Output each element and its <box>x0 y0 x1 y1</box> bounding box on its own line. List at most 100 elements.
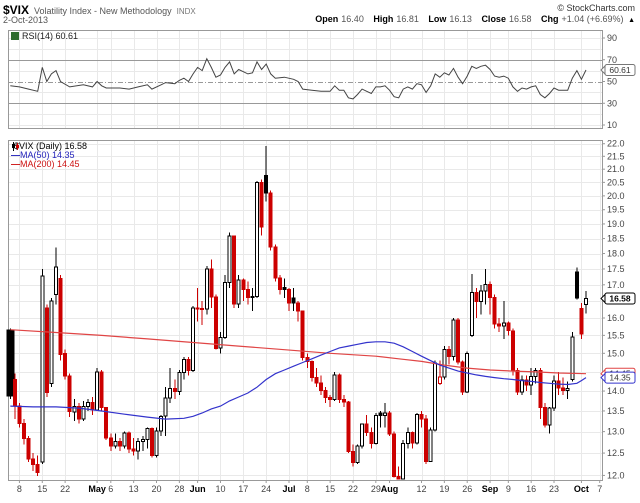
candle <box>264 145 269 202</box>
exchange-label: INDX <box>176 7 196 16</box>
indicator-icon <box>11 32 19 40</box>
ma50-line <box>10 341 587 420</box>
candle <box>72 398 77 422</box>
candle <box>319 375 323 395</box>
candle <box>67 373 72 418</box>
price-axis-label: 19.5 <box>607 205 625 215</box>
day-axis-label: 12 <box>417 484 427 494</box>
date-label: 2-Oct-2013 <box>3 15 49 25</box>
candle <box>6 328 15 399</box>
day-axis-label: 19 <box>439 484 449 494</box>
candle <box>469 273 474 338</box>
rsi-axis-label: 90 <box>607 33 617 43</box>
price-value-box: 16.58 <box>600 292 636 305</box>
candle <box>433 360 438 432</box>
day-axis-label: 7 <box>597 484 602 494</box>
candle <box>451 317 456 361</box>
price-axis-label: 18.5 <box>607 234 625 244</box>
candle <box>396 466 401 480</box>
candle <box>31 453 36 471</box>
candle <box>172 379 177 399</box>
month-axis-label: Jun <box>190 484 206 494</box>
candle <box>579 302 584 339</box>
open-value: 16.40 <box>341 14 364 24</box>
series-layer <box>6 57 588 480</box>
candle <box>584 290 588 314</box>
candle <box>191 306 196 372</box>
price-axis-label: 15.0 <box>607 348 625 358</box>
ma200-line <box>10 329 587 375</box>
day-axis-label: 17 <box>238 484 248 494</box>
candle <box>35 455 40 476</box>
ma50-value-box: 14.35 <box>600 371 636 384</box>
candle <box>552 375 556 411</box>
candle <box>520 375 524 395</box>
candle <box>26 435 31 462</box>
candle <box>337 373 342 403</box>
candle <box>314 368 319 388</box>
candle <box>460 360 465 395</box>
close-label: Close <box>481 14 506 24</box>
day-axis-label: 15 <box>37 484 47 494</box>
candle <box>488 281 493 315</box>
day-axis-label: 24 <box>261 484 271 494</box>
candle <box>195 288 200 322</box>
candle <box>177 369 182 395</box>
candle <box>163 387 168 436</box>
candle <box>323 387 328 403</box>
candle <box>99 369 104 411</box>
price-axis-label: 12.5 <box>607 448 625 458</box>
candle <box>414 412 419 445</box>
price-axis-label: 21.5 <box>607 151 625 161</box>
month-axis-label: May <box>88 484 106 494</box>
low-value: 16.13 <box>449 14 472 24</box>
candle <box>223 275 227 339</box>
rsi-label: RSI(14) <box>22 31 54 41</box>
price-legend-symbol: $VIX (Daily) <box>14 141 63 151</box>
candle <box>181 356 186 380</box>
day-axis-label: 13 <box>129 484 139 494</box>
svg-text:60.61: 60.61 <box>609 65 631 75</box>
candle <box>401 440 406 480</box>
axis-layer: 907050301012.012.513.013.514.014.515.015… <box>17 33 636 494</box>
ma200-label: MA(200) <box>20 159 55 169</box>
candle <box>355 444 360 465</box>
candle <box>49 297 54 388</box>
candle <box>54 247 58 305</box>
candle <box>442 346 447 380</box>
candle <box>478 284 483 315</box>
price-axis-label: 16.0 <box>607 313 625 323</box>
candle <box>392 431 397 478</box>
candle <box>364 415 369 436</box>
candle <box>22 419 26 445</box>
candle <box>81 400 86 422</box>
candle <box>497 317 502 332</box>
day-axis-label: 28 <box>174 484 184 494</box>
candle <box>273 244 278 282</box>
candle <box>136 437 141 460</box>
candle <box>209 259 214 308</box>
rsi-axis-label: 70 <box>607 55 617 65</box>
candle <box>168 368 173 403</box>
candle <box>76 402 81 424</box>
quote-bar: Open 16.40 High 16.81 Low 16.13 Close 16.58 … <box>308 14 635 24</box>
month-axis-label: Oct <box>574 484 589 494</box>
candle <box>428 427 433 462</box>
ma50-label: MA(50) <box>20 150 50 160</box>
candle <box>515 368 520 395</box>
candle <box>277 275 282 295</box>
open-label: Open <box>315 14 339 24</box>
chg-value: +1.04 (+6.69%) <box>561 14 624 24</box>
day-axis-label: 8 <box>17 484 22 494</box>
candle <box>510 328 515 376</box>
grid-layer <box>8 30 603 481</box>
candle <box>12 373 17 420</box>
candle <box>232 235 237 308</box>
candle <box>446 346 451 365</box>
candle <box>328 394 333 407</box>
month-axis-label: Jul <box>282 484 295 494</box>
price-axis-label: 21.0 <box>607 164 625 174</box>
candle <box>259 179 264 236</box>
svg-text:16.58: 16.58 <box>609 294 631 304</box>
candle <box>574 267 579 300</box>
